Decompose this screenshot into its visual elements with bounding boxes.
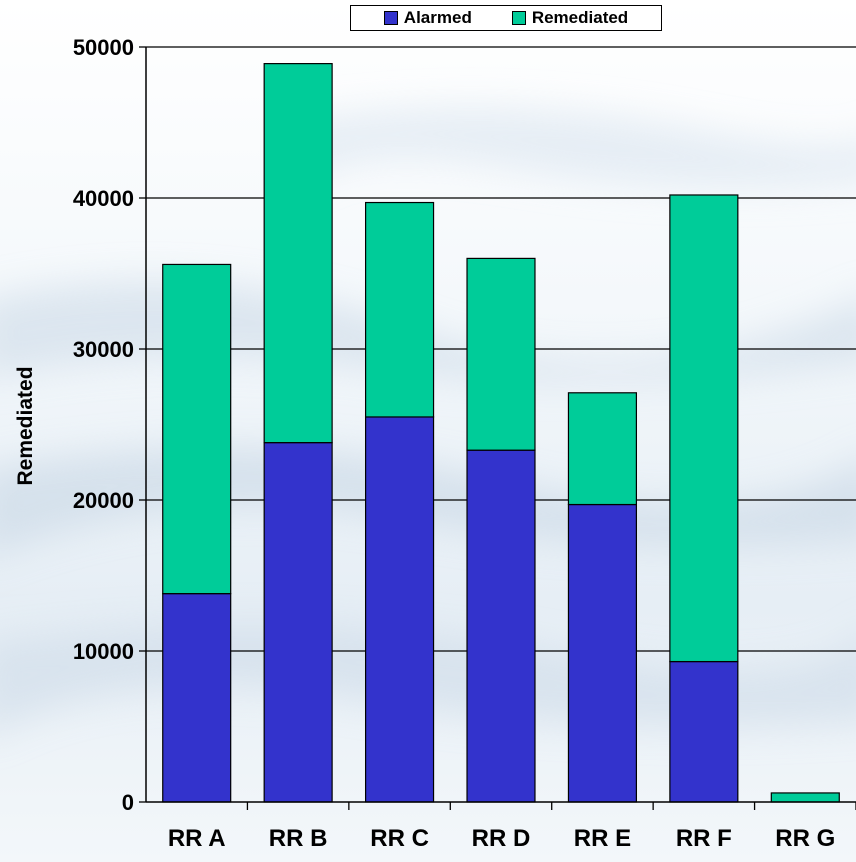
- legend-item-alarmed: Alarmed: [383, 8, 472, 28]
- bar-alarmed-rr-c: [364, 416, 435, 803]
- legend-label-remediated: Remediated: [531, 8, 629, 27]
- legend: Alarmed Remediated: [350, 5, 662, 31]
- bars: [162, 63, 840, 803]
- bar-alarmed-rr-b: [263, 442, 333, 803]
- bar-alarmed-rr-f: [669, 660, 739, 803]
- x-tick-label: RR B: [269, 825, 328, 852]
- bar-remediated-rr-e: [567, 392, 638, 506]
- y-tick-label: 10000: [73, 639, 134, 664]
- bar-remediated-rr-f: [669, 194, 739, 663]
- bar-alarmed-rr-d: [466, 449, 536, 803]
- axes: 0 10000 20000 30000 40000 50000 RR A RR B RR C RR…: [73, 35, 856, 852]
- legend-label-alarmed: Alarmed: [403, 8, 472, 27]
- y-tick-label: 30000: [73, 337, 134, 362]
- y-tick-label: 50000: [73, 35, 134, 60]
- bar-remediated-rr-g: [770, 792, 840, 803]
- x-tick-label: RR E: [574, 825, 631, 852]
- bar-remediated-rr-a: [162, 263, 232, 595]
- x-tick-label: RR C: [370, 825, 429, 852]
- legend-swatch-remediated: [511, 11, 526, 25]
- y-tick-label: 0: [122, 790, 134, 815]
- y-tick-label: 20000: [73, 488, 134, 513]
- bar-remediated-rr-c: [364, 201, 435, 418]
- x-tick-label: RR F: [676, 825, 732, 852]
- x-tick-label: RR D: [472, 825, 531, 852]
- bar-remediated-rr-b: [263, 63, 333, 444]
- x-tick-label: RR A: [168, 825, 226, 852]
- bar-alarmed-rr-a: [162, 593, 232, 803]
- bar-alarmed-rr-e: [567, 503, 638, 803]
- legend-swatch-alarmed: [383, 11, 398, 25]
- y-axis-label: Remediated: [14, 366, 37, 485]
- y-tick-label: 40000: [73, 186, 134, 211]
- x-tick-label: RR G: [775, 825, 835, 852]
- legend-item-remediated: Remediated: [511, 8, 629, 28]
- bar-remediated-rr-d: [466, 257, 536, 451]
